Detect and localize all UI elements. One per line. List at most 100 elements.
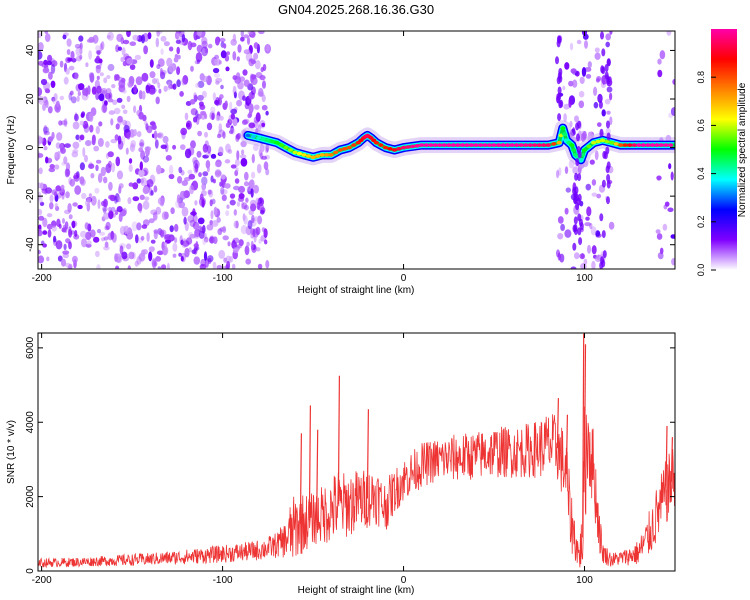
spectrogram-cell <box>202 237 206 246</box>
ridge-point <box>405 145 411 149</box>
spectrogram-cell <box>106 34 111 39</box>
spectrogram-cell <box>204 47 209 54</box>
spectrogram-cell <box>205 160 211 169</box>
spectrogram-cell <box>114 253 122 263</box>
spectrogram-cell <box>579 76 585 85</box>
spectrogram-cell <box>71 220 76 229</box>
ridge-point <box>396 147 402 151</box>
spectrogram-cell <box>140 177 148 187</box>
spectrogram-cell <box>231 263 236 269</box>
spectrogram-cell <box>212 92 217 101</box>
spectrogram-cell <box>213 72 220 78</box>
spectrogram-cell <box>105 88 112 95</box>
spectrogram-cell <box>69 90 74 96</box>
spectrogram-cell <box>47 54 53 63</box>
spectrogram-cell <box>79 54 83 60</box>
ridge-point <box>455 143 461 147</box>
spectrogram-cell <box>108 210 114 220</box>
spectrogram-cell <box>250 203 257 212</box>
spectrogram-cell <box>250 59 256 65</box>
spectrogram-cell <box>670 107 675 116</box>
ridge-point <box>464 143 470 147</box>
snr-spike <box>366 409 369 499</box>
spectrogram-cell <box>95 250 100 258</box>
spectrogram-cell <box>74 72 79 80</box>
spectrogram-cell <box>139 142 144 147</box>
spectrogram-cell <box>163 241 168 247</box>
spectrogram-cell <box>202 154 209 159</box>
spectrogram-cell <box>71 255 78 263</box>
spectrogram-cell <box>573 223 578 232</box>
spectrogram-cell <box>194 162 199 173</box>
spectrogram-cell <box>201 40 208 49</box>
spectrogram-cell <box>128 251 135 260</box>
spectrogram-cell <box>233 185 240 191</box>
spectrogram-cell <box>220 50 227 59</box>
spectrogram-cell <box>93 145 100 152</box>
spectrogram-cell <box>138 90 143 100</box>
spectrogram-cell <box>88 193 93 198</box>
spectrogram-cell <box>204 131 208 138</box>
spectrogram-cell <box>657 58 662 65</box>
spectrogram-cell <box>563 103 570 110</box>
ridge-point <box>556 140 562 145</box>
spectrogram-cell <box>244 171 249 181</box>
spectrogram-cell <box>117 196 121 203</box>
spectrogram-cell <box>108 181 113 191</box>
colorbar-tick-label: 0.0 <box>696 264 706 277</box>
spectrogram-cell <box>662 223 668 231</box>
spectrogram-cell <box>253 184 259 194</box>
spectrogram-cell <box>143 45 149 55</box>
spectrogram-cell <box>178 166 183 174</box>
spectrogram-cell <box>121 251 128 260</box>
spectrogram-cell <box>188 173 196 180</box>
spectrogram-cell <box>584 40 588 49</box>
spectrogram-cell <box>570 266 577 269</box>
spectrogram-cell <box>115 123 120 130</box>
spectrogram-cell <box>182 75 189 85</box>
ridge-point <box>571 148 577 152</box>
ridge-point <box>256 136 262 140</box>
spectrogram-cell <box>110 118 114 126</box>
spectrogram-cell <box>178 252 182 257</box>
spectrogram-cell <box>65 191 70 199</box>
spectrogram-cell <box>44 31 49 34</box>
spectrogram-cell <box>38 96 45 105</box>
spectrogram-cell <box>60 184 65 190</box>
spectrogram-cell <box>246 35 251 45</box>
spectrogram-cell <box>198 225 203 233</box>
spectrogram-cell <box>226 204 230 209</box>
spectrogram-cell <box>45 187 53 194</box>
spectrogram-cell <box>555 56 559 65</box>
colorbar-tick-label: 0.2 <box>696 216 706 229</box>
spectrogram-cell <box>585 74 592 79</box>
spectrogram-cell <box>43 126 50 134</box>
spectrogram-cell <box>38 167 43 175</box>
spectrogram-cell <box>66 49 71 55</box>
spectrogram-cell <box>670 171 674 181</box>
ridge-point <box>432 143 438 147</box>
ridge-point <box>301 153 307 157</box>
spectrogram-cell <box>98 121 103 127</box>
spectrogram-cell <box>222 102 228 111</box>
spectrogram-cell <box>175 39 181 44</box>
spectrogram-cell <box>201 176 208 186</box>
spectrogram-cell <box>128 182 134 187</box>
spectrogram-cell <box>241 201 245 210</box>
spectrogram-cell <box>70 50 75 60</box>
spectrogram-cell <box>103 236 109 241</box>
spectrogram-cell <box>251 214 255 224</box>
colorbar-gradient <box>711 29 737 270</box>
ridge-point <box>315 154 321 158</box>
spectrogram-cell <box>95 50 102 55</box>
spectrogram-cell <box>239 154 247 159</box>
spectrogram-cell <box>157 266 162 269</box>
spectrogram-cell <box>38 42 44 52</box>
spectrogram-cell <box>250 188 254 198</box>
spectrogram-cell <box>38 135 42 143</box>
ridge-point <box>645 143 651 147</box>
spectrogram-cell <box>157 58 165 67</box>
spectrogram-cell <box>55 240 63 250</box>
snr-spike <box>582 333 585 538</box>
